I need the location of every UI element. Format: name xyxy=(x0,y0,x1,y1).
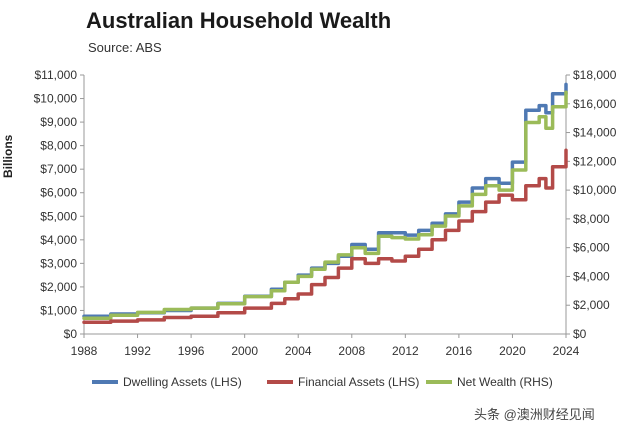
right-tick-label: $16,000 xyxy=(573,97,617,111)
left-tick-label: $6,000 xyxy=(40,186,77,200)
left-tick-label: $10,000 xyxy=(34,92,78,106)
left-tick-label: $1,000 xyxy=(40,303,77,317)
left-tick-label: $8,000 xyxy=(40,139,77,153)
left-tick-label: $7,000 xyxy=(40,162,77,176)
x-tick-label: 2000 xyxy=(231,344,258,358)
left-tick-label: $11,000 xyxy=(35,68,78,82)
series-line-financial-assets-lhs xyxy=(82,148,568,324)
x-tick-label: 2024 xyxy=(553,344,580,358)
right-tick-label: $14,000 xyxy=(573,126,617,140)
right-axis-ticks: $0 $2,000 $4,000 $6,000 $8,000 $10,000 $12,000… xyxy=(566,68,617,341)
left-tick-label: $0 xyxy=(64,327,78,341)
x-tick-label: 2012 xyxy=(392,344,419,358)
right-tick-label: $18,000 xyxy=(573,68,617,82)
right-tick-label: $4,000 xyxy=(573,269,610,283)
x-tick-label: 1996 xyxy=(178,344,205,358)
x-tick-label: 1992 xyxy=(124,344,151,358)
left-axis-ticks: $0 $1,000 $2,000 $3,000 $4,000 $5,000 $6,000 $7… xyxy=(34,68,84,341)
left-tick-label: $3,000 xyxy=(40,256,77,270)
chart-title: Australian Household Wealth xyxy=(86,8,392,33)
chart-source: Source: ABS xyxy=(88,40,162,55)
left-tick-label: $9,000 xyxy=(40,115,77,129)
right-tick-label: $0 xyxy=(573,327,587,341)
right-tick-label: $8,000 xyxy=(573,212,610,226)
x-tick-label: 2004 xyxy=(285,344,312,358)
x-tick-label: 2008 xyxy=(338,344,365,358)
series-layer xyxy=(82,82,568,324)
right-tick-label: $10,000 xyxy=(573,183,617,197)
watermark-text: 头条 @澳洲财经见闻 xyxy=(474,407,595,422)
right-tick-label: $6,000 xyxy=(573,241,610,255)
x-axis-ticks: 1988 1992 1996 2000 2004 2008 2012 2016 2020 2024 xyxy=(71,334,580,358)
left-tick-label: $2,000 xyxy=(40,280,77,294)
left-tick-label: $5,000 xyxy=(40,209,77,223)
legend-label-dwelling-assets-lhs: Dwelling Assets (LHS) xyxy=(123,375,242,389)
legend-label-net-wealth-rhs: Net Wealth (RHS) xyxy=(457,375,553,389)
x-tick-label: 2020 xyxy=(499,344,526,358)
right-tick-label: $2,000 xyxy=(573,298,610,312)
x-tick-label: 1988 xyxy=(71,344,98,358)
x-tick-label: 2016 xyxy=(446,344,473,358)
legend-label-financial-assets-lhs: Financial Assets (LHS) xyxy=(298,375,419,389)
right-tick-label: $12,000 xyxy=(573,154,617,168)
legend: Dwelling Assets (LHS) Financial Assets (L… xyxy=(92,375,553,389)
series-line-net-wealth-rhs xyxy=(82,90,568,320)
left-tick-label: $4,000 xyxy=(40,233,77,247)
